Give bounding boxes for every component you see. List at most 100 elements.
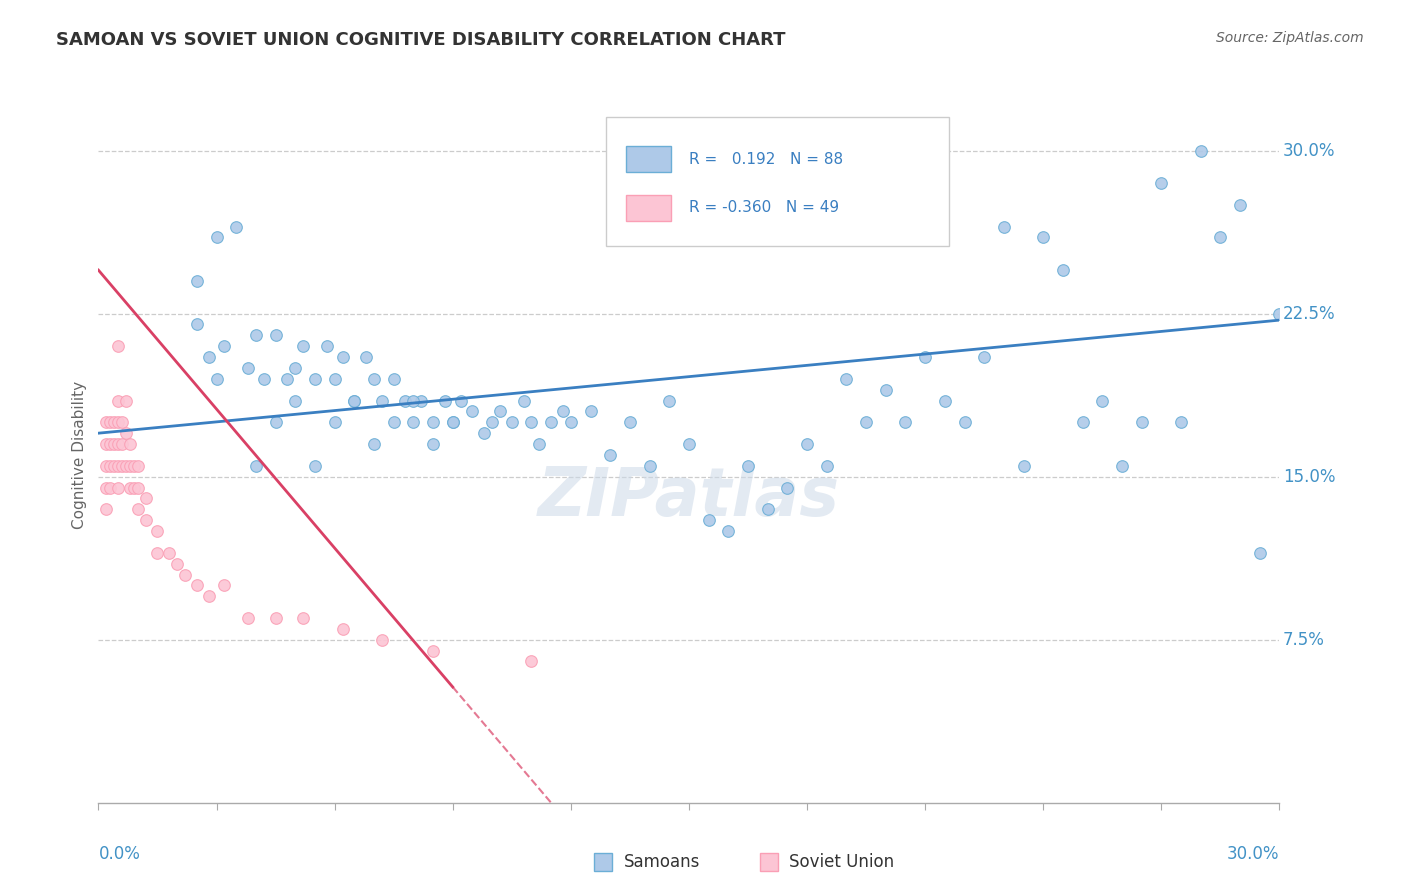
Point (371, 632, 394, 647)
Point (304, 372, 326, 386)
Point (1012, 458, 1035, 473)
Point (433, 393, 456, 408)
Point (697, 513, 720, 527)
Point (264, 611, 287, 625)
Point (157, 546, 180, 560)
Point (382, 372, 405, 386)
Point (186, 274, 208, 288)
FancyBboxPatch shape (626, 194, 671, 221)
Point (197, 350, 219, 364)
Point (619, 415, 641, 429)
Point (118, 437, 141, 451)
Point (253, 372, 276, 386)
Point (934, 393, 956, 408)
Point (512, 393, 534, 408)
Point (422, 415, 444, 429)
Point (135, 491, 157, 506)
Point (343, 393, 366, 408)
Point (98, 415, 121, 429)
Point (835, 372, 858, 386)
Point (1130, 415, 1153, 429)
Point (214, 339, 236, 353)
Point (1052, 263, 1074, 277)
Text: Source: ZipAtlas.com: Source: ZipAtlas.com (1216, 31, 1364, 45)
Point (1150, 176, 1173, 190)
Point (98, 458, 121, 473)
Point (560, 415, 582, 429)
Point (135, 513, 157, 527)
FancyBboxPatch shape (626, 146, 671, 172)
Point (236, 611, 259, 625)
Point (292, 339, 315, 353)
Point (292, 611, 315, 625)
Point (1189, 144, 1212, 158)
Point (371, 393, 394, 408)
Point (205, 230, 228, 244)
Point (579, 404, 602, 418)
Point (205, 372, 228, 386)
FancyBboxPatch shape (606, 118, 949, 246)
Point (127, 481, 149, 495)
Point (107, 481, 129, 495)
Point (225, 219, 247, 234)
Point (264, 415, 287, 429)
Point (197, 589, 219, 603)
Point (111, 437, 134, 451)
Point (107, 437, 129, 451)
Point (441, 415, 464, 429)
Text: 30.0%: 30.0% (1227, 845, 1279, 863)
Point (815, 458, 838, 473)
Point (96, 437, 118, 451)
Point (402, 415, 425, 429)
Point (737, 458, 759, 473)
Point (717, 524, 740, 538)
Point (875, 383, 897, 397)
Point (103, 458, 125, 473)
Point (107, 458, 129, 473)
Point (678, 437, 700, 451)
Point (551, 404, 574, 418)
Point (236, 360, 259, 375)
Point (1111, 458, 1133, 473)
Point (1032, 230, 1054, 244)
Point (450, 393, 472, 408)
Text: 22.5%: 22.5% (1284, 304, 1336, 323)
Point (107, 415, 129, 429)
Point (332, 350, 354, 364)
Point (127, 458, 149, 473)
Point (894, 415, 917, 429)
Point (214, 578, 236, 592)
Text: 0.0%: 0.0% (98, 845, 141, 863)
Point (264, 328, 287, 343)
Point (111, 458, 134, 473)
Point (118, 481, 141, 495)
Point (343, 393, 366, 408)
Text: 30.0%: 30.0% (1284, 142, 1336, 160)
Point (122, 458, 145, 473)
Point (1170, 415, 1192, 429)
Point (245, 458, 267, 473)
Point (332, 622, 354, 636)
Point (402, 393, 425, 408)
Point (122, 481, 145, 495)
Point (276, 372, 298, 386)
Point (323, 372, 346, 386)
Point (284, 393, 307, 408)
Text: Soviet Union: Soviet Union (789, 853, 894, 871)
Point (186, 318, 208, 332)
Point (422, 643, 444, 657)
Point (394, 393, 416, 408)
Point (756, 502, 779, 516)
Point (1091, 393, 1114, 408)
Point (382, 415, 405, 429)
Point (993, 219, 1015, 234)
Point (1268, 307, 1291, 321)
Y-axis label: Cognitive Disability: Cognitive Disability (72, 381, 87, 529)
Text: R = -0.360   N = 49: R = -0.360 N = 49 (689, 201, 839, 216)
Point (422, 437, 444, 451)
Point (461, 404, 484, 418)
Point (107, 393, 129, 408)
Point (96, 458, 118, 473)
Point (115, 458, 138, 473)
Point (1249, 546, 1271, 560)
